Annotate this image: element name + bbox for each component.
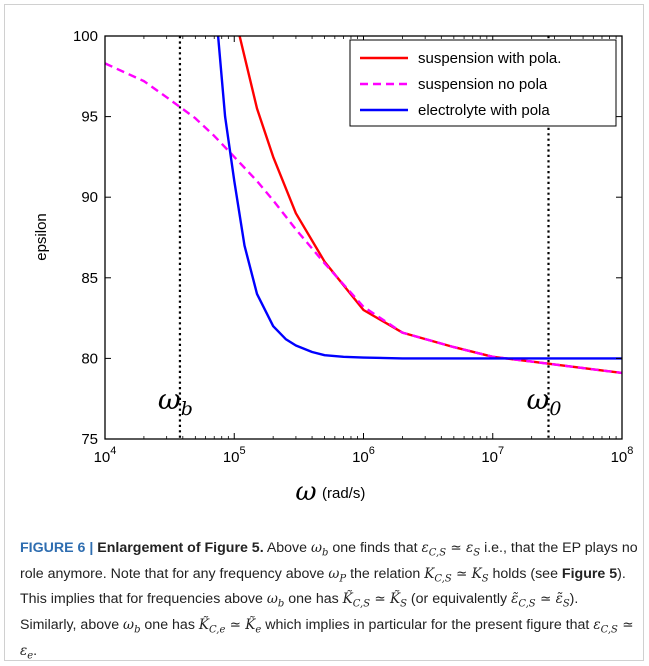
- y-tick-label-3: 90: [81, 189, 98, 206]
- x-tick-label-2: 106: [352, 445, 375, 466]
- omega-annotation-0: ωb: [158, 383, 193, 420]
- x-axis-label: ω (rad/s): [295, 477, 365, 507]
- svg-text:(rad/s): (rad/s): [322, 485, 365, 502]
- y-tick-label-2: 85: [81, 270, 98, 287]
- y-axis-label: epsilon: [33, 213, 50, 261]
- caption-text-1: Above: [266, 540, 308, 556]
- y-tick-label-0: 75: [81, 431, 98, 448]
- caption-title: Enlargement of Figure 5.: [97, 540, 264, 556]
- caption-label: FIGURE 6 |: [20, 540, 94, 556]
- legend-label-1: suspension no pola: [418, 76, 548, 93]
- legend-label-2: electrolyte with pola: [418, 102, 550, 119]
- chart: 104 105 106 107 108 75 80 85 90 95 100 ωb ω0 epsil…: [33, 28, 634, 507]
- y-tick-label-4: 95: [81, 109, 98, 126]
- y-tick-label-1: 80: [81, 350, 98, 367]
- caption-text-2: that the EP plays no role anymore. Note …: [20, 540, 638, 582]
- x-tick-label-4: 108: [611, 445, 634, 466]
- caption-text-5: which implies in particular for the pres…: [265, 617, 590, 634]
- legend-box: [349, 39, 617, 127]
- x-tick-label-3: 107: [481, 445, 504, 466]
- series-line-2: [216, 36, 622, 360]
- caption-figure-ref: Figure 5: [561, 565, 618, 582]
- y-tick-label-5: 100: [73, 28, 98, 45]
- x-tick-label-0: 104: [94, 445, 117, 466]
- legend: suspension with pola. suspension no pola e…: [349, 39, 617, 127]
- figure-caption: FIGURE 6 | Enlargement of Figure 5. Abov…: [20, 540, 638, 662]
- svg-text:ω: ω: [295, 477, 316, 507]
- x-tick-label-1: 105: [223, 445, 246, 466]
- legend-label-0: suspension with pola.: [418, 50, 561, 67]
- omega-annotation-1: ω0: [527, 383, 562, 420]
